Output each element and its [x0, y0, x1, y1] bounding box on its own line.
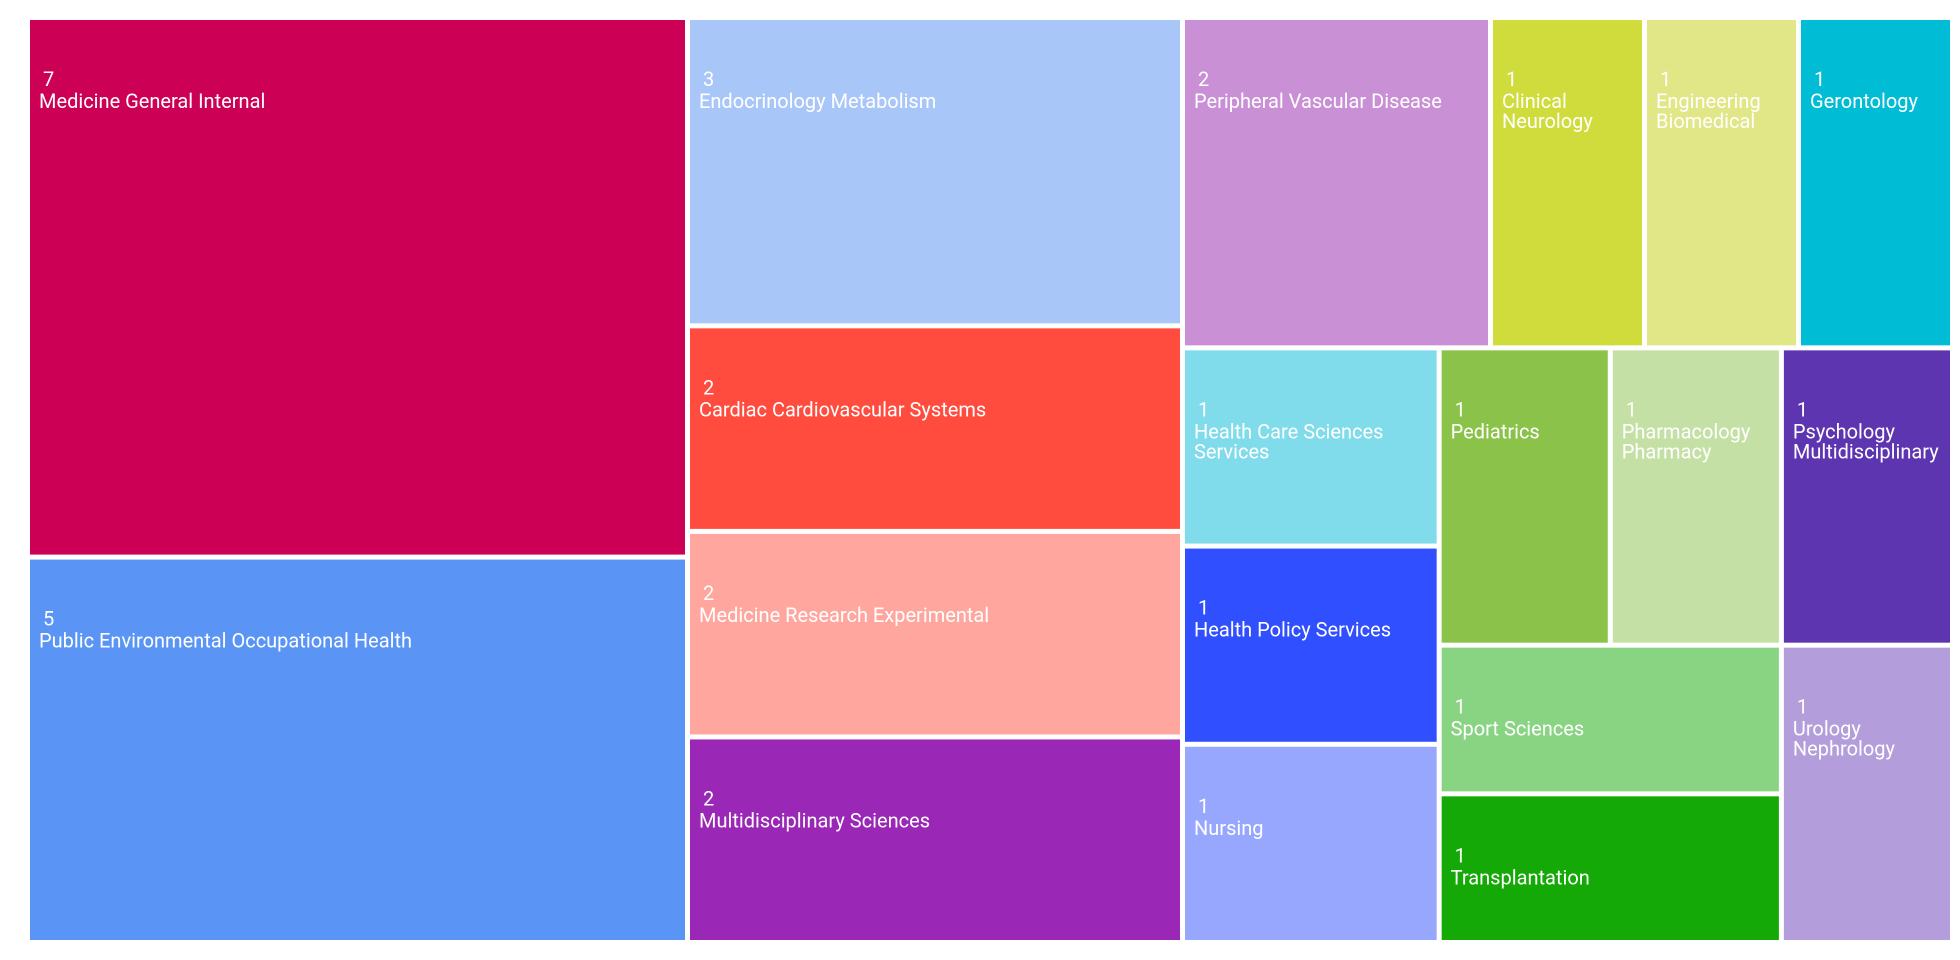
tile [30, 20, 685, 555]
tile [1441, 350, 1608, 643]
tile-label-line: Pharmacology [1622, 419, 1756, 443]
tile-label-line: Services [1194, 439, 1269, 463]
tile-label: Health Care Sciences Services [1194, 419, 1388, 463]
tile-label-line: Health Care Sciences [1194, 419, 1388, 443]
tile-label: Multidisciplinary Sciences [699, 808, 930, 832]
tile-label: Psychology Multidisciplinary [1793, 419, 1939, 463]
tile-label: Cardiac Cardiovascular Systems [699, 397, 986, 421]
tile-label: Gerontology [1810, 89, 1919, 113]
tile-label: Transplantation [1451, 865, 1590, 889]
tile-value: 5 [43, 607, 54, 631]
tile [1647, 20, 1796, 346]
tile-label: Pharmacology Pharmacy [1622, 419, 1756, 463]
tile-value: 3 [703, 67, 714, 91]
tile [1612, 350, 1779, 643]
tile-value: 1 [1455, 843, 1466, 867]
tile [1493, 20, 1642, 346]
tile [1185, 20, 1488, 346]
tile-label: Public Environmental Occupational Health [39, 629, 412, 653]
tile-value: 2 [703, 581, 714, 605]
tile-label: Urology Nephrology [1793, 717, 1896, 761]
tile-label: Sport Sciences [1451, 717, 1585, 741]
tile-value: 1 [1506, 67, 1517, 91]
tile-label: Endocrinology Metabolism [699, 89, 936, 113]
tile [1185, 548, 1437, 742]
tile [30, 559, 685, 940]
tile-label: Health Policy Services [1194, 618, 1391, 642]
tile-label: Engineering Biomedical [1656, 89, 1766, 133]
tile-value: 1 [1626, 397, 1637, 421]
tile [1185, 350, 1437, 544]
tile-label: Pediatrics [1451, 419, 1540, 443]
tile-label: Medicine Research Experimental [699, 603, 989, 627]
tile [690, 533, 1180, 735]
tile-value: 2 [1198, 67, 1209, 91]
tile-value: 7 [43, 67, 54, 91]
tile-label-line: Nephrology [1793, 737, 1896, 761]
tile [1783, 647, 1950, 940]
tile [1185, 746, 1437, 940]
tile-value: 1 [1198, 397, 1209, 421]
tile-label-line: Biomedical [1656, 109, 1755, 133]
tile-value: 1 [1455, 695, 1466, 719]
tile-value: 1 [1797, 695, 1808, 719]
tile-label-line: Psychology [1793, 419, 1900, 443]
tile [690, 739, 1180, 940]
tile [690, 20, 1180, 324]
tile [1801, 20, 1950, 346]
tile-value: 2 [703, 786, 714, 810]
tile-label-line: Engineering [1656, 89, 1766, 113]
tile-value: 1 [1198, 596, 1209, 620]
tile-value: 1 [1797, 397, 1808, 421]
tile-label-line: Neurology [1502, 109, 1593, 133]
tile-label-line: Multidisciplinary [1793, 439, 1939, 463]
tile-label: Peripheral Vascular Disease [1194, 89, 1442, 113]
tile-value: 1 [1660, 67, 1671, 91]
tile-value: 1 [1814, 67, 1825, 91]
tile [1783, 350, 1950, 643]
tile-label-line: Clinical [1502, 89, 1572, 113]
tile-label-line: Pharmacy [1622, 439, 1712, 463]
tile-label-line: Urology [1793, 717, 1866, 741]
tile-value: 1 [1198, 794, 1209, 818]
tile [1441, 796, 1779, 940]
tile-label: Clinical Neurology [1502, 89, 1593, 133]
tile-value: 2 [703, 375, 714, 399]
tile-label: Nursing [1194, 816, 1264, 840]
tile-label: Medicine General Internal [39, 89, 265, 113]
tile [1441, 647, 1779, 792]
tile-value: 1 [1455, 397, 1466, 421]
tile [690, 328, 1180, 529]
